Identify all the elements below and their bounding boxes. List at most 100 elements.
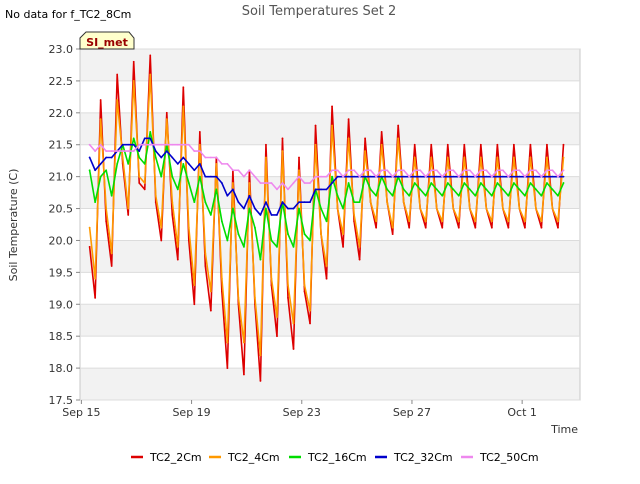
data-point [562,182,565,184]
data-point [127,162,130,165]
data-point [474,175,477,178]
grid-band [80,80,580,113]
data-point [198,162,201,165]
data-point [353,214,355,216]
data-point [430,169,433,172]
data-point [320,188,322,191]
data-point [105,220,108,223]
series-TC2_4Cm [88,73,565,357]
data-point [143,182,146,184]
data-point [446,182,449,184]
series-TC2_16Cm [88,131,565,261]
data-point [276,188,278,191]
data-point [380,143,383,146]
data-point [248,169,251,172]
data-point [501,207,504,210]
data-point [248,194,251,197]
data-point [270,277,273,280]
data-point [259,182,262,184]
data-point [276,335,278,338]
data-point [468,169,471,172]
data-point [353,175,355,178]
data-point [132,137,135,140]
data-point [518,175,521,178]
data-point [408,226,411,229]
data-point [209,309,212,312]
data-point [132,80,135,82]
data-point [160,143,163,146]
data-point [551,207,554,210]
data-point [226,194,229,197]
data-point [99,118,102,121]
data-point [231,207,234,210]
data-point [215,162,218,165]
site-badge: SI_met [79,31,135,50]
data-point [187,226,190,229]
data-point [512,182,515,184]
data-point [276,214,278,216]
data-point [490,175,493,178]
data-point [535,175,537,178]
data-point [138,156,141,159]
data-point [303,201,306,204]
data-point [121,143,124,146]
legend-label: TC2_32Cm [393,451,453,464]
data-point [116,73,119,76]
data-point [165,111,168,114]
grid-band [80,49,580,81]
data-point [138,143,141,146]
data-point [116,99,119,101]
data-point [99,175,102,178]
data-point [105,169,108,172]
data-point [198,150,201,153]
data-point [347,169,350,172]
data-point [325,277,328,280]
data-point [182,162,185,165]
data-point [524,220,526,223]
data-point [110,156,113,159]
y-tick-label: 21.5 [49,139,74,152]
data-point [364,137,367,140]
grid-band [80,336,580,369]
data-point [397,124,400,127]
data-point [314,124,317,127]
data-point [424,226,427,229]
data-point [309,309,311,312]
data-point [193,150,196,153]
data-point [254,296,256,299]
data-point [391,226,394,229]
data-point [281,150,284,153]
data-point [369,201,372,204]
data-point [276,245,278,248]
data-point [535,169,537,172]
data-point [364,150,367,153]
data-point [446,175,449,178]
data-point [132,143,135,146]
y-tick-label: 19.0 [49,298,74,311]
data-point [88,226,91,229]
legend-item: TC2_32Cm [375,451,453,464]
data-point [171,156,174,159]
data-point [424,175,427,178]
data-point [292,348,295,350]
data-point [551,169,554,172]
data-point [121,156,124,159]
data-point [198,143,201,146]
data-point [507,175,510,178]
data-point [496,175,499,178]
data-point [325,188,328,191]
data-point [127,207,130,210]
data-point [424,194,427,197]
data-point [490,220,493,223]
data-point [193,284,196,287]
data-point [413,156,416,159]
data-point [353,169,355,172]
data-point [474,220,477,223]
data-point [149,131,152,133]
data-point [463,156,466,159]
data-point [452,169,455,172]
data-point [254,207,256,210]
data-point [116,150,119,153]
y-tick-label: 20.0 [49,234,74,247]
data-point [209,214,212,216]
